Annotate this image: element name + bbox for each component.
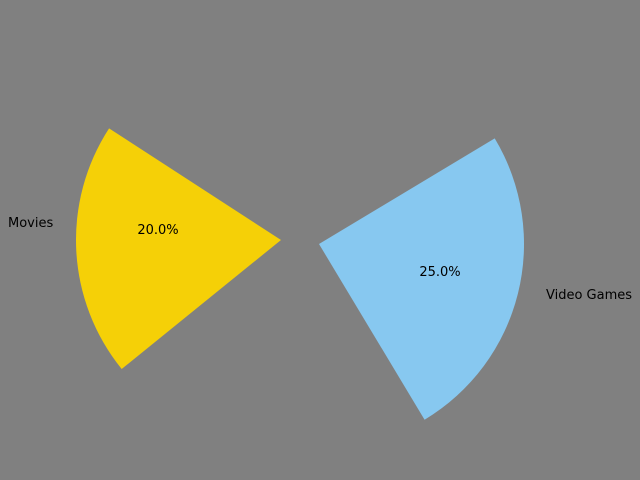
- slices-group: [76, 128, 524, 420]
- slice-label-movies: Movies: [8, 216, 53, 231]
- pie-slice-movies: [76, 128, 282, 370]
- labels-group: Movies 20.0% Video Games 25.0%: [8, 216, 632, 303]
- percent-label-movies: 20.0%: [137, 223, 178, 238]
- pie-slice-video-games: [319, 138, 524, 420]
- percent-label-video-games: 25.0%: [419, 265, 460, 280]
- slice-label-video-games: Video Games: [546, 288, 632, 303]
